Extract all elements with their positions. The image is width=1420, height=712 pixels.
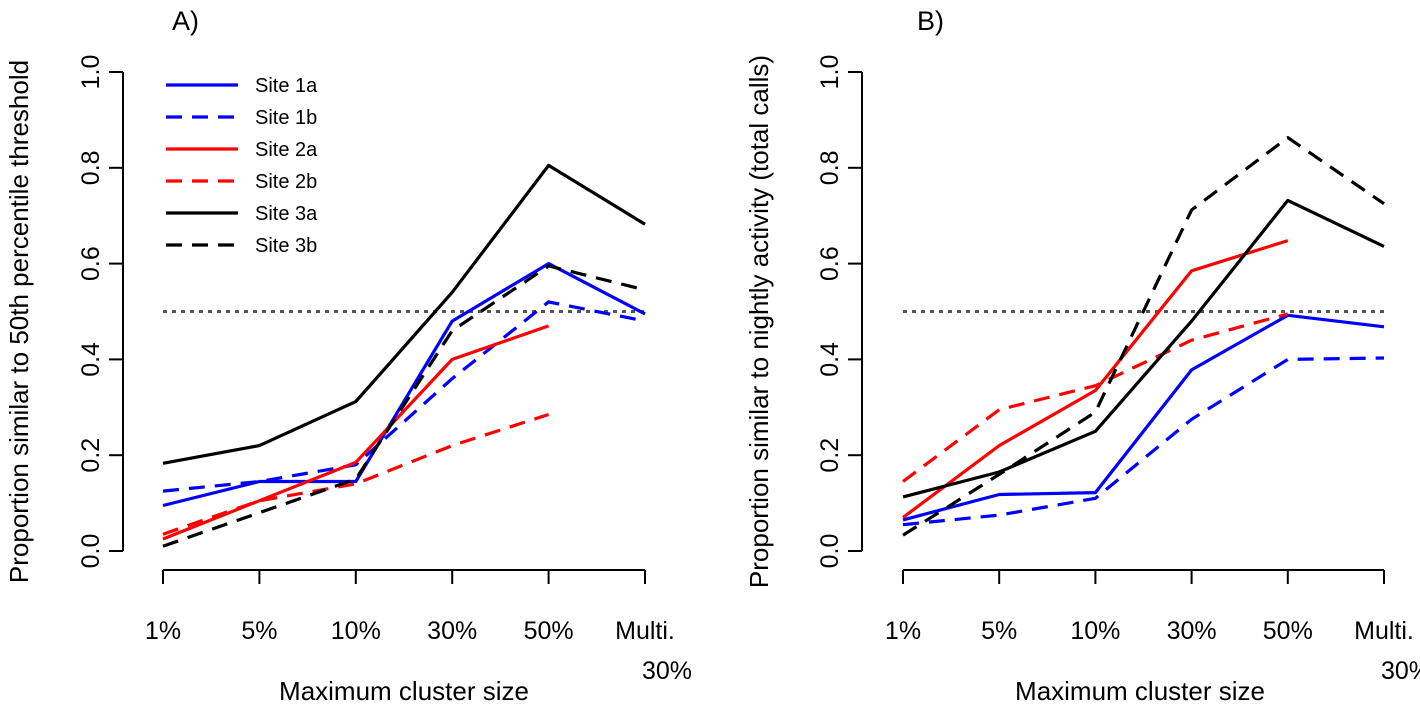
- chart-panel-2: 0.0 0.2 0.4 0.6 0.8 1.0 1% 5% 10% 30% 50% Multi.30%…: [744, 6, 1420, 706]
- y-tick-label: 0.4: [77, 342, 105, 377]
- y-tick-label: 0.0: [77, 534, 105, 569]
- series-line-site-3a: [902, 198, 1385, 499]
- legend-label: Site 2a: [255, 139, 318, 161]
- x-tick-label: 5%: [981, 617, 1017, 645]
- series-line-site-3b: [902, 136, 1385, 537]
- y-tick-label: 0.6: [816, 246, 844, 281]
- y-tick-label: 0.2: [77, 438, 105, 473]
- series-line-site-3a: [162, 163, 646, 465]
- legend-label: Site 3a: [255, 203, 318, 225]
- y-axis-label: Proportion similar to nightly activity (…: [744, 55, 774, 588]
- x-tick-label: 5%: [241, 617, 277, 645]
- y-tick-label: 1.0: [816, 55, 844, 90]
- x-tick-label: 30%: [427, 617, 477, 645]
- y-tick-label: 0.8: [77, 150, 105, 185]
- y-tick-label: 0.8: [816, 150, 844, 185]
- legend: Site 1a Site 1b Site 2a Site 2b Site 3a Site …: [166, 75, 318, 257]
- series-line-site-1a: [902, 313, 1385, 522]
- series-line-site-1a: [162, 262, 646, 508]
- series-line-site-2a: [902, 239, 1289, 519]
- x-tick-label: 30%: [1167, 617, 1217, 645]
- x-tick-label: 50%: [524, 617, 574, 645]
- x-axis-label: Maximum cluster size: [1015, 676, 1265, 706]
- y-tick-label: 1.0: [77, 55, 105, 90]
- y-axis-label: Proportion similar to 50th percentile th…: [4, 60, 34, 583]
- x-tick-label: 10%: [331, 617, 381, 645]
- x-tick-label: 10%: [1070, 617, 1120, 645]
- chart-panel-1: 0.0 0.2 0.4 0.6 0.8 1.0 1% 5% 10% 30% 50% Multi. 30%…: [4, 6, 692, 706]
- x-tick-label: 1%: [145, 617, 181, 645]
- x-axis-label: Maximum cluster size: [279, 676, 529, 706]
- panel-label: B): [917, 6, 944, 36]
- series-line-site-1b: [902, 356, 1385, 527]
- legend-label: Site 1a: [255, 75, 318, 97]
- y-tick-label: 0.0: [816, 534, 844, 569]
- y-tick-label: 0.4: [816, 342, 844, 377]
- y-tick-label: 0.2: [816, 438, 844, 473]
- x-tick-label: 1%: [885, 617, 921, 645]
- legend-label: Site 1b: [255, 107, 317, 129]
- series-line-site-2b: [902, 312, 1289, 483]
- series-line-site-3b: [162, 264, 646, 548]
- y-tick-label: 0.6: [77, 246, 105, 281]
- panel-label: A): [172, 6, 199, 36]
- x-tick-label: Multi.30%: [1354, 617, 1420, 685]
- x-tick-label: 50%: [1263, 617, 1313, 645]
- series-line-site-1b: [162, 300, 646, 493]
- x-tick-label: Multi.30%: [615, 617, 692, 685]
- legend-label: Site 3b: [255, 235, 317, 257]
- legend-label: Site 2b: [255, 171, 317, 193]
